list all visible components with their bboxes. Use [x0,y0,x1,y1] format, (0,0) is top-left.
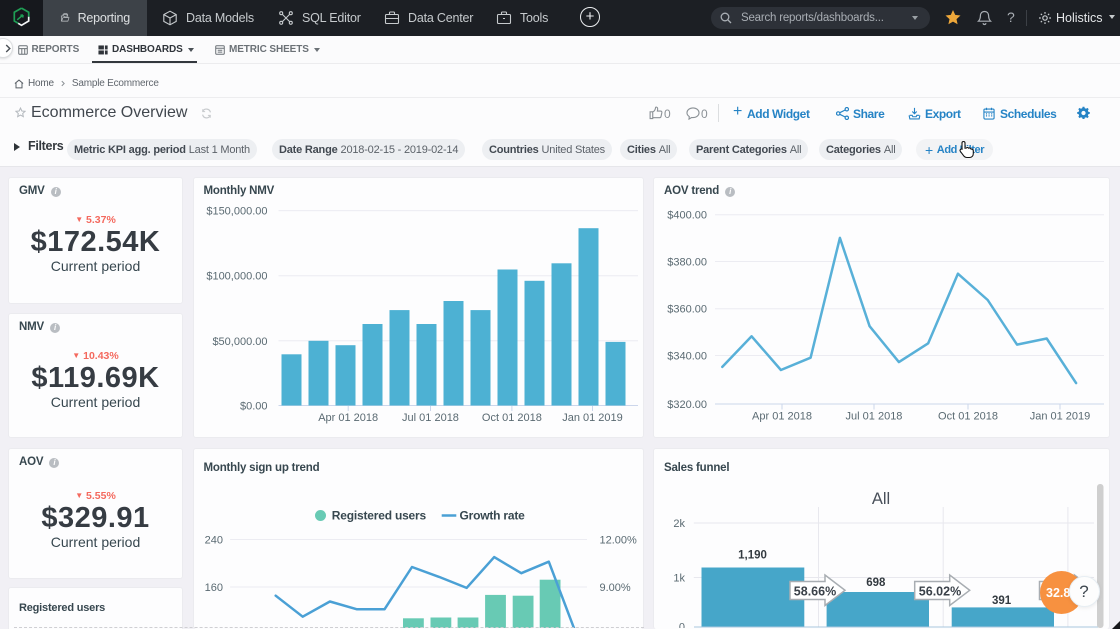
svg-text:$50,000.00: $50,000.00 [212,336,267,348]
svg-text:$100,000.00: $100,000.00 [206,271,267,283]
svg-text:9.00%: 9.00% [599,582,630,594]
svg-text:1k: 1k [673,573,685,585]
svg-text:$340.00: $340.00 [667,351,707,363]
svg-text:12.00%: 12.00% [599,535,637,547]
svg-text:Apr 01 2018: Apr 01 2018 [318,412,378,424]
svg-text:Registered users: Registered users [331,509,426,523]
svg-text:$400.00: $400.00 [667,210,707,222]
svg-text:Growth rate: Growth rate [459,509,525,523]
svg-text:2k: 2k [673,518,685,530]
svg-text:240: 240 [204,535,222,547]
svg-text:Oct 01 2018: Oct 01 2018 [481,412,541,424]
svg-text:160: 160 [204,582,222,594]
svg-text:1,190: 1,190 [738,550,767,562]
svg-text:391: 391 [992,595,1012,607]
svg-text:Jul 01 2018: Jul 01 2018 [846,411,903,423]
svg-text:$320.00: $320.00 [667,399,707,411]
svg-text:Jan 01 2019: Jan 01 2019 [562,412,623,424]
svg-text:$150,000.00: $150,000.00 [206,206,267,218]
svg-text:$380.00: $380.00 [667,257,707,269]
svg-text:Jan 01 2019: Jan 01 2019 [1030,411,1091,423]
svg-text:$360.00: $360.00 [667,304,707,316]
svg-text:Jul 01 2018: Jul 01 2018 [402,412,459,424]
svg-text:56.02%: 56.02% [919,585,961,599]
svg-text:Apr 01 2018: Apr 01 2018 [752,411,812,423]
svg-text:$0.00: $0.00 [239,401,267,413]
svg-text:58.66%: 58.66% [794,585,836,599]
svg-text:0: 0 [679,621,685,628]
svg-text:Oct 01 2018: Oct 01 2018 [938,411,998,423]
svg-text:698: 698 [866,577,886,589]
svg-text:All: All [872,490,890,508]
